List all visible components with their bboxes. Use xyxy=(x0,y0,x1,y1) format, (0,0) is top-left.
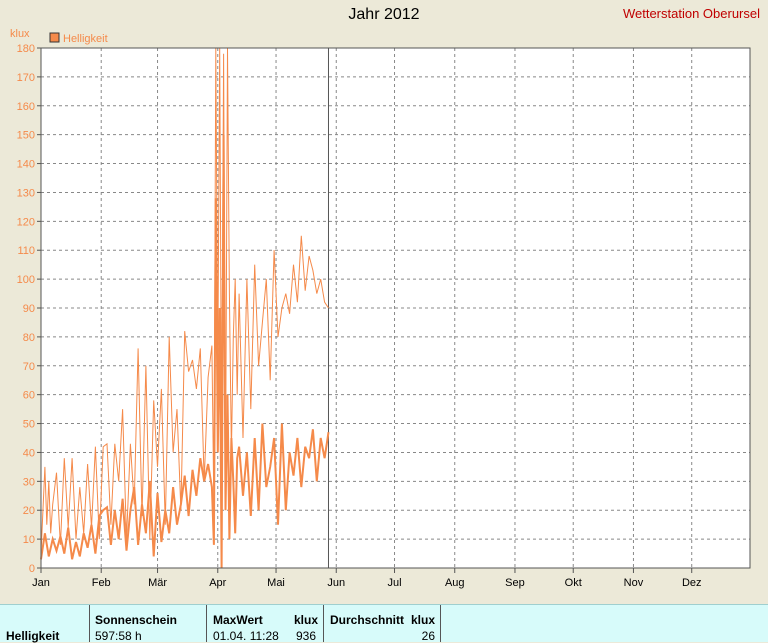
average-header: Durchschnitt xyxy=(330,613,405,627)
x-tick-label: Jun xyxy=(327,577,345,589)
average-value: 26 xyxy=(421,629,435,643)
y-axis-unit-label: klux xyxy=(10,28,30,40)
x-tick-label: Sep xyxy=(505,577,525,589)
y-tick-label: 180 xyxy=(17,43,35,55)
max-value: 936 xyxy=(295,629,316,643)
sunshine-value: 597:58 h xyxy=(95,629,142,643)
average-unit: klux xyxy=(410,613,435,627)
series-line-max xyxy=(40,47,329,554)
chart-title: Jahr 2012 xyxy=(348,6,420,23)
legend-label: Helligkeit xyxy=(63,33,108,45)
x-tick-label: Mai xyxy=(267,577,285,589)
y-tick-label: 30 xyxy=(23,476,35,488)
average-cell: Durchschnitt klux 26 xyxy=(323,605,441,643)
x-tick-label: Apr xyxy=(209,577,226,589)
y-tick-label: 140 xyxy=(17,159,35,171)
x-tick-label: Okt xyxy=(565,577,582,589)
y-tick-label: 90 xyxy=(23,303,35,315)
legend-swatch xyxy=(49,32,60,43)
x-tick-label: Feb xyxy=(92,577,111,589)
plot-border xyxy=(40,47,751,569)
station-name: Wetterstation Oberursel xyxy=(622,6,760,21)
y-tick-label: 170 xyxy=(17,72,35,84)
y-tick-label: 40 xyxy=(23,447,35,459)
y-tick-label: 60 xyxy=(23,390,35,402)
chart: 0 10 20 30 40 50 60 70 80 90 100 110 120 130 140 150 160… xyxy=(10,28,751,589)
x-tick-label: Mär xyxy=(148,577,167,589)
footer-row-label-cell: Helligkeit xyxy=(0,605,90,643)
y-tick-label: 20 xyxy=(23,505,35,517)
y-tick-label: 150 xyxy=(17,130,35,142)
y-tick-label: 100 xyxy=(17,274,35,286)
max-time: 01.04. 11:28 xyxy=(213,629,279,643)
sunshine-header: Sonnenschein xyxy=(95,613,178,627)
x-tick-label: Nov xyxy=(624,577,644,589)
y-tick-label: 120 xyxy=(17,216,35,228)
x-tick-label: Aug xyxy=(445,577,465,589)
y-tick-label: 160 xyxy=(17,101,35,113)
x-tick-label: Jul xyxy=(387,577,401,589)
summary-footer: Helligkeit Sonnenschein 597:58 h MaxWert… xyxy=(0,604,768,643)
y-tick-label: 10 xyxy=(23,534,35,546)
row-label: Helligkeit xyxy=(6,629,60,643)
footer-empty-cell xyxy=(440,605,768,642)
y-tick-label: 110 xyxy=(17,245,35,257)
y-tick-label: 70 xyxy=(23,361,35,373)
max-cell: MaxWert klux 01.04. 11:28 936 xyxy=(206,605,324,643)
y-tick-label: 80 xyxy=(23,332,35,344)
x-tick-label: Jan xyxy=(32,577,50,589)
max-unit: klux xyxy=(293,613,318,627)
sunshine-cell: Sonnenschein 597:58 h xyxy=(89,605,207,643)
y-tick-label: 130 xyxy=(17,187,35,199)
x-tick-label: Dez xyxy=(682,577,702,589)
y-tick-label: 50 xyxy=(23,419,35,431)
y-tick-label: 0 xyxy=(29,563,35,575)
max-header: MaxWert xyxy=(213,613,263,627)
series-line-mean xyxy=(40,134,330,569)
